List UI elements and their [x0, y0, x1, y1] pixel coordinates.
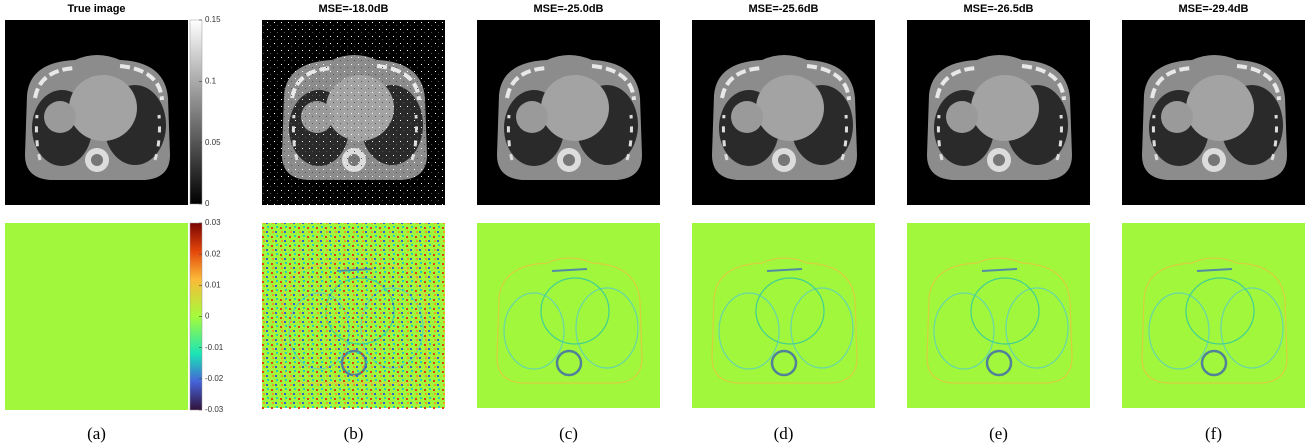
noise-overlay — [262, 223, 445, 410]
panel-title: MSE=-25.6dB — [749, 3, 819, 15]
page: True image (a) MSE=-18.0dB (b) MSE=-25.0dB (c… — [0, 0, 1305, 448]
panel-title: MSE=-26.5dB — [964, 3, 1034, 15]
tick-label: 0.02 — [205, 249, 221, 258]
reconstruction-image — [477, 20, 660, 205]
panel-label: (b) — [344, 424, 364, 443]
error-image — [5, 223, 188, 410]
panel-title: MSE=-29.4dB — [1179, 3, 1249, 15]
panel-label: (f) — [1205, 424, 1222, 443]
figure: True image (a) MSE=-18.0dB (b) MSE=-25.0dB (c… — [0, 0, 1305, 448]
tick-label: 0.15 — [205, 15, 221, 24]
panel-title: MSE=-25.0dB — [534, 3, 604, 15]
reconstruction-image — [1122, 20, 1305, 205]
reconstruction-image — [907, 20, 1090, 205]
panel-label: (e) — [989, 424, 1008, 443]
tick-label: 0 — [205, 199, 210, 208]
error-image — [907, 223, 1090, 408]
error-image — [477, 223, 660, 408]
reconstruction-image — [692, 20, 875, 205]
reconstruction-image — [5, 20, 188, 205]
tick-label: 0.03 — [205, 218, 221, 227]
panel-title: True image — [67, 3, 125, 15]
error-image — [692, 223, 875, 408]
tick-label: -0.03 — [205, 405, 224, 414]
tick-label: 0.1 — [205, 76, 217, 85]
tick-label: 0 — [205, 312, 210, 321]
tick-label: 0.05 — [205, 138, 221, 147]
panel-title: MSE=-18.0dB — [319, 3, 389, 15]
error-image — [1122, 223, 1305, 408]
tick-label: -0.01 — [205, 343, 224, 352]
tick-label: -0.02 — [205, 374, 224, 383]
colorbar — [190, 20, 202, 204]
panel-label: (d) — [774, 424, 794, 443]
noise-overlay — [262, 20, 445, 205]
tick-label: 0.01 — [205, 280, 221, 289]
panel-label: (c) — [559, 424, 578, 443]
panel-label: (a) — [87, 424, 106, 443]
